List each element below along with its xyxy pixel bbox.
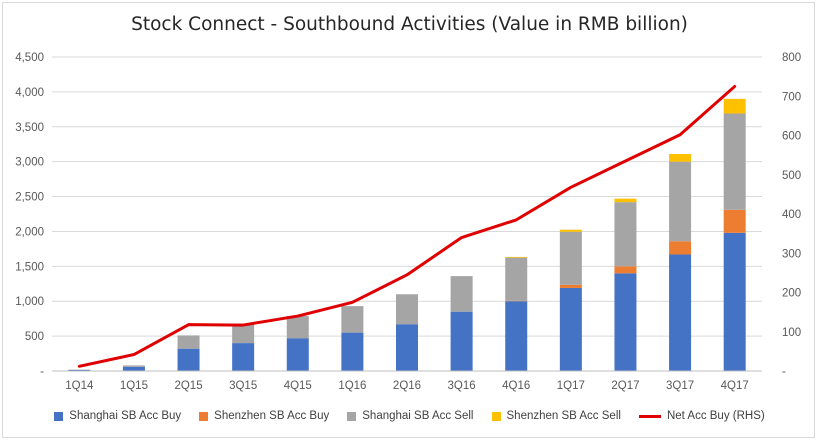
bar-segment bbox=[505, 301, 528, 371]
bar-segment bbox=[669, 161, 692, 242]
x-tick-label: 3Q17 bbox=[666, 380, 694, 392]
x-tick-label: 3Q15 bbox=[229, 380, 257, 392]
legend-item: Shenzhen SB Acc Buy bbox=[199, 410, 329, 422]
bar-segment bbox=[723, 113, 746, 210]
bar-segment bbox=[341, 306, 364, 333]
legend-label: Shenzhen SB Acc Buy bbox=[214, 410, 330, 422]
bar-segment bbox=[450, 311, 473, 371]
legend-label: Shanghai SB Acc Sell bbox=[362, 410, 474, 422]
legend-label: Shanghai SB Acc Buy bbox=[69, 410, 182, 422]
bar-segment bbox=[396, 324, 418, 371]
bar-segment bbox=[723, 209, 746, 233]
bar-segment bbox=[614, 202, 637, 267]
bar-segment bbox=[669, 254, 692, 371]
x-tick-label: 1Q16 bbox=[338, 380, 366, 392]
bar-segment bbox=[122, 365, 145, 367]
chart-legend: Shanghai SB Acc Buy Shenzhen SB Acc Buy Sh… bbox=[0, 406, 819, 426]
legend-item: Net Acc Buy (RHS) bbox=[638, 410, 765, 422]
bar-segment bbox=[396, 294, 418, 325]
legend-swatch bbox=[638, 414, 661, 418]
bar-segment bbox=[177, 348, 200, 371]
y-right-tick-label: 400 bbox=[782, 209, 801, 221]
bar-segment bbox=[232, 343, 255, 371]
bar-segment bbox=[559, 284, 582, 288]
y-right-tick-label: 600 bbox=[782, 131, 801, 143]
legend-swatch bbox=[199, 411, 209, 421]
bar-segment bbox=[669, 241, 692, 255]
y-left-tick-label: 1,000 bbox=[15, 296, 44, 308]
y-left-tick-label: 4,500 bbox=[15, 52, 44, 64]
bar-segment bbox=[614, 273, 637, 371]
bar-segment bbox=[341, 332, 364, 371]
bar-segment bbox=[505, 256, 528, 258]
bar-segment bbox=[286, 315, 309, 339]
bar-segment bbox=[723, 232, 746, 371]
bar-segment bbox=[614, 266, 637, 274]
legend-item: Shanghai SB Acc Sell bbox=[347, 410, 474, 422]
y-left-tick-label: 1,500 bbox=[15, 261, 44, 273]
y-right-tick-label: 300 bbox=[782, 248, 801, 260]
bar-segment bbox=[232, 323, 255, 344]
y-left-tick-label: 2,000 bbox=[15, 226, 44, 238]
y-right-tick-label: 800 bbox=[782, 52, 801, 64]
x-tick-label: 4Q17 bbox=[721, 380, 749, 392]
bar-segment bbox=[559, 229, 582, 232]
legend-label: Net Acc Buy (RHS) bbox=[666, 410, 765, 422]
legend-item: Shenzhen SB Acc Sell bbox=[491, 410, 621, 422]
x-tick-label: 3Q16 bbox=[448, 380, 476, 392]
chart-title: Stock Connect - Southbound Activities (V… bbox=[131, 14, 688, 35]
legend-swatch bbox=[347, 411, 357, 421]
legend-label: Shenzhen SB Acc Sell bbox=[506, 410, 621, 422]
legend-swatch bbox=[54, 411, 64, 421]
bar-segment bbox=[286, 338, 309, 371]
y-left-tick-label: 3,000 bbox=[15, 157, 44, 169]
x-tick-label: 1Q15 bbox=[120, 380, 148, 392]
x-tick-label: 2Q16 bbox=[393, 380, 421, 392]
legend-item: Shanghai SB Acc Buy bbox=[54, 410, 181, 422]
y-right-tick-label: 500 bbox=[782, 170, 801, 182]
y-left-tick-label: - bbox=[40, 366, 44, 378]
bar-segment bbox=[505, 257, 528, 301]
y-right-tick-label: - bbox=[782, 366, 786, 378]
bar-segment bbox=[122, 366, 145, 371]
x-tick-label: 1Q17 bbox=[557, 380, 585, 392]
y-right-tick-label: 200 bbox=[782, 288, 801, 300]
x-tick-label: 4Q16 bbox=[502, 380, 530, 392]
bar-segment bbox=[614, 198, 637, 203]
x-tick-label: 2Q15 bbox=[174, 380, 202, 392]
x-tick-label: 4Q15 bbox=[284, 380, 312, 392]
bar-segment bbox=[177, 335, 200, 349]
y-left-tick-label: 2,500 bbox=[15, 192, 44, 204]
y-right-tick-label: 700 bbox=[782, 91, 801, 103]
legend-swatch bbox=[491, 411, 501, 421]
y-right-tick-label: 100 bbox=[782, 327, 801, 339]
y-left-tick-label: 3,500 bbox=[15, 122, 44, 134]
net-acc-buy-line bbox=[77, 84, 737, 368]
bar-segment bbox=[68, 369, 91, 371]
y-left-tick-label: 4,000 bbox=[15, 87, 44, 99]
bar-segment bbox=[559, 287, 582, 371]
bar-segment bbox=[723, 98, 746, 114]
x-tick-label: 1Q14 bbox=[65, 380, 94, 392]
x-tick-label: 2Q17 bbox=[611, 380, 639, 392]
y-left-tick-label: 500 bbox=[25, 331, 44, 343]
bar-segment bbox=[559, 231, 582, 285]
bar-segment bbox=[450, 276, 473, 312]
bar-segment bbox=[669, 153, 692, 162]
